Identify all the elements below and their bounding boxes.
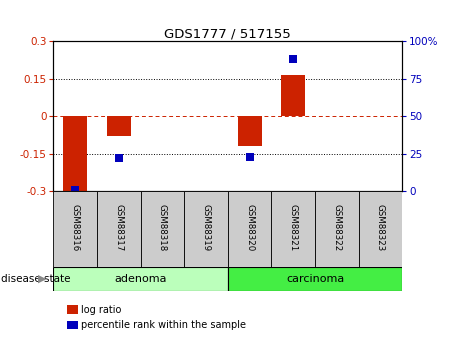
Bar xyxy=(228,191,272,267)
Text: GSM88321: GSM88321 xyxy=(289,204,298,252)
Text: disease state: disease state xyxy=(1,274,70,284)
Bar xyxy=(228,267,402,291)
Bar xyxy=(272,191,315,267)
Text: GSM88316: GSM88316 xyxy=(71,204,80,252)
Text: GSM88320: GSM88320 xyxy=(245,204,254,252)
Point xyxy=(290,57,297,62)
Text: log ratio: log ratio xyxy=(81,305,122,315)
Title: GDS1777 / 517155: GDS1777 / 517155 xyxy=(165,27,291,40)
Text: percentile rank within the sample: percentile rank within the sample xyxy=(81,321,246,330)
Text: GSM88318: GSM88318 xyxy=(158,204,167,252)
Bar xyxy=(63,117,87,191)
Text: GSM88319: GSM88319 xyxy=(201,204,211,252)
Bar xyxy=(184,191,228,267)
Text: ▶: ▶ xyxy=(38,274,46,284)
Point xyxy=(246,154,253,160)
Text: GSM88322: GSM88322 xyxy=(332,204,341,252)
Bar xyxy=(97,191,140,267)
Point xyxy=(72,187,79,193)
Point xyxy=(115,156,123,161)
Bar xyxy=(53,191,97,267)
Bar xyxy=(359,191,402,267)
Bar xyxy=(140,191,184,267)
Bar xyxy=(315,191,359,267)
Text: GSM88323: GSM88323 xyxy=(376,204,385,252)
Bar xyxy=(53,267,228,291)
Bar xyxy=(107,117,131,136)
Bar xyxy=(238,117,262,146)
Text: GSM88317: GSM88317 xyxy=(114,204,123,252)
Text: adenoma: adenoma xyxy=(114,274,167,284)
Bar xyxy=(281,75,305,117)
Text: carcinoma: carcinoma xyxy=(286,274,344,284)
